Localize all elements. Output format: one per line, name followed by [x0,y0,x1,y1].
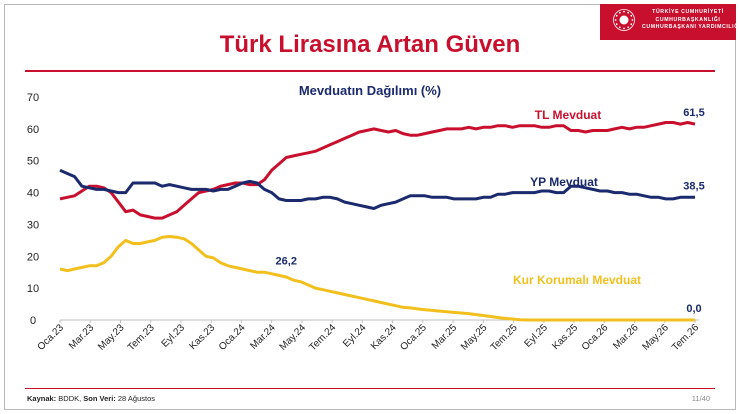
x-tick-label: Tem.25 [489,322,520,353]
source-label: Kaynak: [27,394,57,403]
x-tick-label: May.23 [96,322,127,353]
x-tick-label: Eyl.24 [341,322,369,350]
banner-line-vice-presidency: CUMHURBAŞKANI YARDIMCILIĞI [642,24,740,30]
end-value-label: 0,0 [686,303,701,315]
data-date-label: Son Veri: [83,394,116,403]
x-tick-label: Mar.23 [67,322,97,352]
x-tick-label: Eyl.25 [522,322,550,350]
x-tick-label: Oca.24 [217,322,248,353]
x-tick-label: Tem.26 [670,322,701,353]
x-tick-label: Oca.25 [398,322,429,353]
x-tick-label: Oca.23 [36,322,67,353]
series-line-yp-mevduat [59,168,695,210]
series-line-tl-mevduat [59,121,696,220]
series-line-kur-korumal-mevduat [59,235,695,322]
series-label-kur-korumal-mevduat: Kur Korumalı Mevduat [513,273,641,287]
series-label-tl-mevduat: TL Mevduat [535,108,601,122]
title-divider [25,70,715,72]
x-tick-label: Kas.25 [550,322,580,352]
page-number: 11/40 [691,394,710,403]
end-value-label: 38,5 [683,180,704,192]
y-tick-label: 40 [27,188,39,200]
x-tick-label: Eyl.23 [160,322,188,350]
x-tick-label: May.26 [640,322,671,353]
x-tick-label: Tem.23 [126,322,157,353]
y-tick-label: 0 [30,315,36,327]
y-tick-label: 10 [27,283,39,295]
x-tick-label: Oca.26 [580,322,611,353]
x-tick-label: Mar.25 [430,322,460,352]
chart-title: Mevduatın Dağılımı (%) [299,83,441,98]
slide-title: Türk Lirasına Artan Güven [219,31,521,58]
end-value-label: 61,5 [683,107,704,119]
source-note: Kaynak: BDDK, Son Veri: 28 Ağustos [27,394,155,403]
presidential-emblem-icon [613,9,635,31]
y-tick-label: 30 [27,219,39,231]
y-tick-label: 60 [27,124,39,136]
slide-frame [4,4,736,410]
x-tick-label: Kas.23 [188,322,218,352]
footer-divider [25,388,715,389]
source-text: BDDK, [56,394,84,403]
annotation-label: 26,2 [276,256,297,268]
x-tick-label: Mar.24 [248,322,278,352]
x-tick-label: Mar.26 [611,322,641,352]
data-date-text: 28 Ağustos [115,394,155,403]
y-tick-label: 20 [27,251,39,263]
series-label-yp-mevduat: YP Mevduat [530,175,598,189]
x-tick-label: May.24 [278,322,309,353]
x-tick-label: May.25 [459,322,490,353]
x-tick-label: Tem.24 [307,322,338,353]
banner-text: TÜRKİYE CUMHURİYETİ CUMHURBAŞKANLIĞI CUM… [642,9,740,32]
y-tick-label: 70 [27,92,39,104]
y-tick-label: 50 [27,156,39,168]
banner-line-country: TÜRKİYE CUMHURİYETİ [652,9,724,15]
banner-line-presidency: CUMHURBAŞKANLIĞI [655,16,721,23]
x-tick-label: Kas.24 [369,322,399,352]
